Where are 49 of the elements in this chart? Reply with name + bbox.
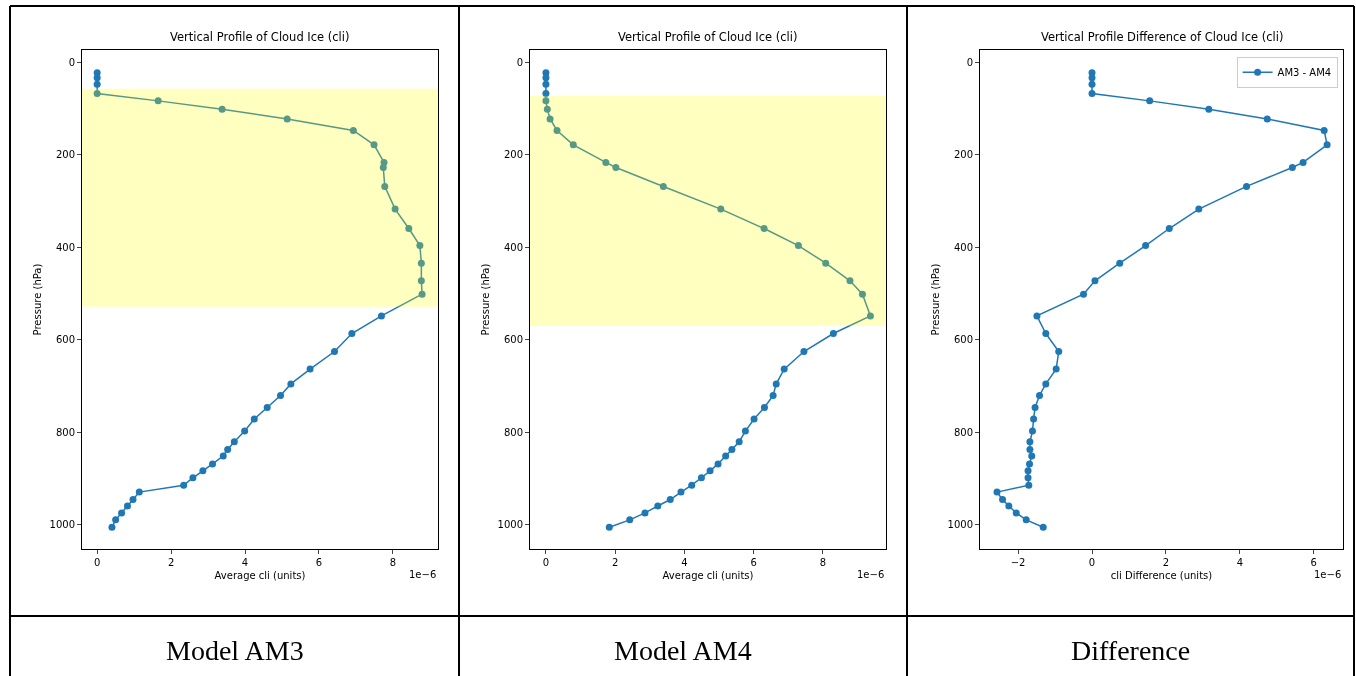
x-tick-label: 0 <box>542 557 550 568</box>
x-tick-label: 6 <box>750 557 757 568</box>
y-tick-label: 400 <box>953 241 973 253</box>
x-tick-label: 6 <box>1310 557 1317 568</box>
text: 1e−6 <box>409 569 437 580</box>
x-tick-label: 2 <box>612 557 619 568</box>
text: Model AM4 <box>614 635 752 666</box>
x-axis-title: cli Difference (units) <box>1110 569 1213 581</box>
x-tick-label: 8 <box>389 557 397 568</box>
y-tick-label: 1000 <box>49 518 75 530</box>
y-tick-label: 200 <box>55 149 75 161</box>
text: 1e−6 <box>1314 569 1342 580</box>
y-tick-label: 200 <box>953 149 973 161</box>
y-tick-label: 800 <box>503 426 523 438</box>
y-tick-label: 1000 <box>947 518 973 530</box>
y-tick-label: 800 <box>55 426 75 438</box>
x-tick-label: 0 <box>93 557 101 568</box>
y-tick-label: 200 <box>503 149 523 161</box>
y-tick-label: 600 <box>503 334 523 345</box>
legend-label: AM3 - AM4 <box>1277 67 1332 79</box>
y-tick-label: 0 <box>966 56 973 68</box>
x-tick-label: 2 <box>1162 557 1170 568</box>
x-axis-title: Average cli (units) <box>662 569 754 581</box>
y-tick-label: 1000 <box>497 518 523 530</box>
x-tick-label: 0 <box>1088 557 1096 568</box>
y-tick-label: 400 <box>55 241 75 253</box>
y-axis-title: Pressure (hPa) <box>31 263 43 336</box>
x-tick-label: −2 <box>1010 557 1026 568</box>
y-tick-label: 400 <box>503 241 523 253</box>
x-axis-title: Average cli (units) <box>214 569 306 581</box>
chart-title: Vertical Profile of Cloud Ice (cli) <box>170 30 350 44</box>
x-tick-label: 2 <box>167 557 175 568</box>
x-tick-label: 6 <box>315 557 323 568</box>
chart-title: Vertical Profile Difference of Cloud Ice (cli) <box>1041 30 1284 44</box>
x-tick-label: 8 <box>819 557 827 568</box>
x-tick-label: 4 <box>681 557 688 568</box>
y-tick-label: 0 <box>68 56 75 68</box>
y-tick-label: 600 <box>55 334 75 345</box>
x-tick-label: 4 <box>241 557 249 568</box>
y-axis-title: Pressure (hPa) <box>929 263 941 336</box>
y-axis-title: Pressure (hPa) <box>479 263 491 336</box>
text: 1e−6 <box>857 569 885 580</box>
y-tick-label: 800 <box>953 426 973 438</box>
y-tick-label: 600 <box>953 334 973 345</box>
x-tick-label: 4 <box>1236 557 1244 568</box>
text: Difference <box>1071 635 1191 666</box>
chart-title: Vertical Profile of Cloud Ice (cli) <box>618 30 798 44</box>
y-tick-label: 0 <box>516 56 523 68</box>
text: Model AM3 <box>166 635 304 666</box>
